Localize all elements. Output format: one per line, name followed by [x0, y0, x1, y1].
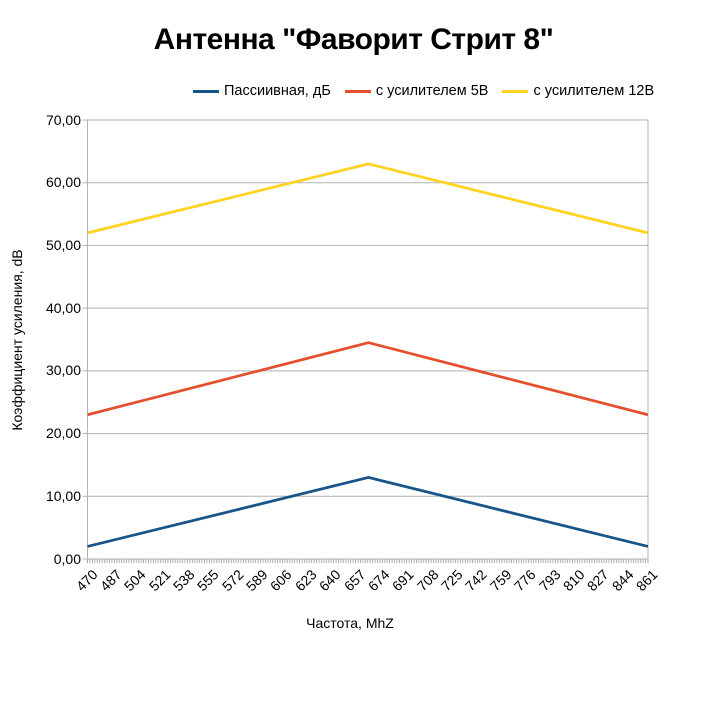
y-tick-label: 50,00	[45, 236, 81, 253]
y-tick-label: 60,00	[45, 174, 81, 191]
y-tick-label: 0,00	[53, 550, 81, 567]
series-line	[87, 476, 649, 548]
legend-item: с усилителем 5В	[344, 83, 489, 99]
y-tick-label: 20,00	[45, 425, 81, 442]
series-line	[87, 162, 649, 235]
y-tick-label: 10,00	[45, 487, 81, 504]
y-tick-label: 30,00	[45, 362, 81, 379]
y-tick-label: 40,00	[45, 299, 81, 316]
legend-item-label: с усилителем 12В	[533, 83, 655, 99]
legend-line-swatch	[502, 89, 529, 93]
legend: Пассиивная, дБ с усилителем 5В с усилителе…	[193, 83, 654, 99]
chart-title: Антенна "Фаворит Стрит 8"	[153, 23, 554, 56]
legend-item: с усилителем 12В	[502, 83, 654, 99]
y-tick-label: 70,00	[45, 111, 81, 128]
legend-item-label: с усилителем 5В	[375, 83, 489, 99]
legend-line-swatch	[193, 89, 219, 93]
legend-item-label: Пассиивная, дБ	[224, 83, 331, 99]
legend-item: Пассиивная, дБ	[193, 83, 331, 99]
series-line	[87, 341, 649, 417]
legend-line-swatch	[344, 89, 371, 93]
x-axis-title: Частота, MhZ	[306, 615, 394, 631]
